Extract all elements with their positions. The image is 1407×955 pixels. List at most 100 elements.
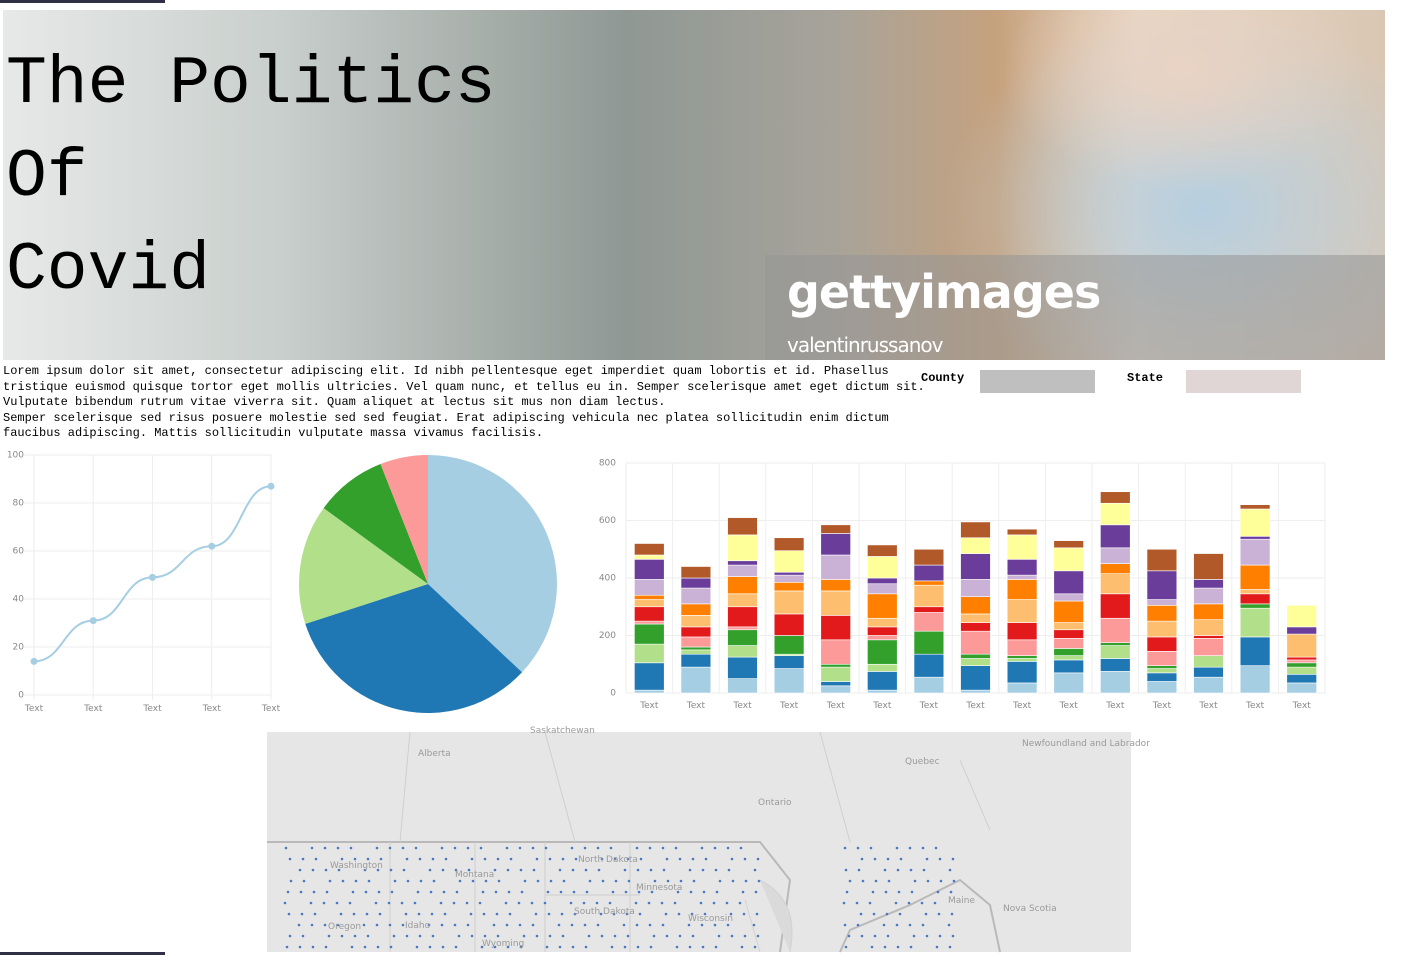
map-dot [756,934,760,938]
map-dot [328,879,332,883]
map-dot [467,868,471,872]
bar-segment [773,613,805,636]
map-dot [341,879,345,883]
map-dot [753,945,757,949]
map-dot [856,846,860,850]
map-dot [375,923,379,927]
map-dot [427,923,431,927]
map-dot [700,846,704,850]
map-dot [726,923,730,927]
map-dot [933,901,937,905]
map-dot [600,934,604,938]
filter-input[interactable] [1186,370,1301,393]
bar-segment [1286,605,1317,628]
map-dot [951,934,955,938]
bar-segment [1100,671,1131,694]
bar-segment [1193,579,1224,589]
x-tick-label: Text [872,701,892,711]
bar-segment [1193,666,1224,678]
map-label: Minnesota [636,883,682,893]
bar-segment [1146,620,1178,638]
map-dots [283,846,956,949]
map-dot [367,879,371,883]
bar-segment [1239,607,1271,638]
map-dot [352,912,356,916]
map-dot [466,846,470,850]
bar-segment [680,646,712,651]
map-dot [661,923,665,927]
bar-segment [1053,600,1084,623]
bar-segment [680,587,712,605]
map-dot [699,901,703,905]
map-dot [609,846,613,850]
point [208,542,216,550]
map-dot [522,934,526,938]
map-label: Oregon [328,922,361,932]
map-dot [339,912,343,916]
map-dot [519,945,523,949]
map-dot [558,945,562,949]
bar-segment [913,606,945,613]
map-dot [324,868,328,872]
map-dot [479,846,483,850]
bar-segment [727,629,758,646]
map-dot [673,901,677,905]
bar-segment [1100,617,1131,643]
map-dot [470,857,474,861]
pie-slice [323,464,428,584]
map-dot [727,868,731,872]
map-dot [284,846,288,850]
map-dot [582,901,586,905]
map-dot [871,890,875,894]
bar-segment [1100,524,1131,549]
map-dot [714,945,718,949]
bar-segment [727,645,758,658]
bar-segment [1193,635,1224,639]
map-dot [517,901,521,905]
map-dot [505,846,509,850]
map-dot [648,846,652,850]
watermark-text: gettyimages [787,265,1101,319]
map-dot [298,945,302,949]
filter-input[interactable] [980,370,1095,393]
map-label: Alberta [418,749,451,759]
map-dot [531,846,535,850]
map-dot [419,879,423,883]
map-dot [312,890,316,894]
map-dot [530,901,534,905]
bar-segment [1239,589,1271,595]
map-dot [704,857,708,861]
map-dot [636,868,640,872]
map-dot [639,857,643,861]
map-dot [690,912,694,916]
map-dot [921,923,925,927]
map-dot [314,857,318,861]
map-dot [702,890,706,894]
map-dot [573,912,577,916]
map[interactable] [267,732,1131,952]
map-dot [934,846,938,850]
map-dot [861,879,865,883]
map-dot [910,890,914,894]
map-dot [336,923,340,927]
title-line: The Politics [6,46,496,123]
bar-segment [727,593,758,608]
bar-segment [1146,599,1178,606]
map-dot [588,879,592,883]
bar-segment [680,649,712,655]
map-dot [700,923,704,927]
map-dot [496,857,500,861]
pie-slice [428,455,557,673]
point [149,573,156,581]
map-dot [652,934,656,938]
bar-segment [867,577,898,585]
map-dot [610,945,614,949]
map-dot [337,868,341,872]
map-dot [757,879,761,883]
map-dot [899,857,903,861]
map-dot [741,890,745,894]
map-dot [883,945,887,949]
map-dot [860,934,864,938]
map-dot [348,901,352,905]
map-dot [882,923,886,927]
